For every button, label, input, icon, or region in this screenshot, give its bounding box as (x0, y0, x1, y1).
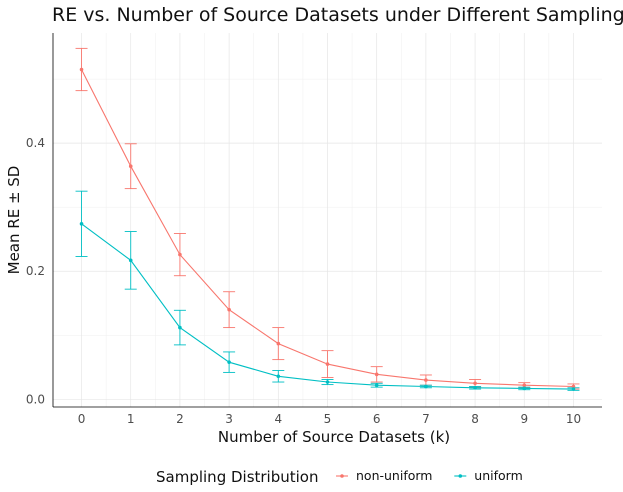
data-point-uniform (374, 383, 379, 388)
legend: Sampling Distribution non-uniform uniform (156, 468, 523, 486)
x-tick-label: 2 (176, 412, 184, 426)
axis-ticks: 0.0 0.2 0.4 0 1 2 3 4 5 6 7 8 9 10 (26, 136, 581, 426)
data-point-uniform (571, 387, 576, 391)
data-point-non-uniform (276, 341, 281, 346)
x-tick-label: 8 (471, 412, 479, 426)
x-axis-title: Number of Source Datasets (k) (218, 428, 450, 446)
data-point-non-uniform (128, 164, 133, 169)
data-point-uniform (227, 360, 231, 364)
legend-label-uniform: uniform (474, 468, 522, 483)
data-point-non-uniform (79, 67, 84, 72)
data-point-non-uniform (473, 381, 477, 386)
x-tick-label: 1 (127, 412, 135, 426)
y-axis-title: Mean RE ± SD (5, 166, 23, 275)
x-tick-label: 7 (422, 412, 430, 426)
y-tick-label: 0.4 (26, 136, 45, 150)
series-points (79, 67, 576, 391)
x-tick-label: 10 (566, 412, 581, 426)
legend-items: non-uniform uniform (336, 468, 523, 483)
data-point-uniform (79, 222, 84, 226)
legend-key-point-uniform (458, 474, 463, 478)
data-point-non-uniform (325, 362, 330, 366)
x-tick-label: 5 (324, 412, 332, 426)
x-tick-label: 0 (78, 412, 86, 426)
data-point-non-uniform (178, 252, 182, 257)
data-point-uniform (178, 325, 182, 330)
legend-key-point-non-uniform (340, 474, 344, 478)
y-tick-label: 0.2 (26, 264, 45, 278)
data-point-non-uniform (522, 383, 527, 388)
data-point-uniform (424, 384, 428, 389)
data-point-non-uniform (424, 378, 428, 382)
data-point-uniform (473, 385, 477, 390)
data-point-uniform (522, 386, 527, 391)
x-tick-label: 6 (373, 412, 381, 426)
chart-title: RE vs. Number of Source Datasets under D… (52, 4, 623, 26)
grid (53, 33, 602, 407)
data-point-uniform (276, 374, 281, 379)
data-point-uniform (325, 380, 330, 384)
x-tick-label: 9 (520, 412, 528, 426)
data-point-non-uniform (374, 372, 379, 377)
data-point-uniform (128, 258, 133, 263)
legend-title: Sampling Distribution (156, 468, 319, 486)
legend-label-non-uniform: non-uniform (356, 468, 432, 483)
x-tick-label: 3 (225, 412, 233, 426)
x-tick-label: 4 (274, 412, 282, 426)
y-tick-label: 0.0 (26, 392, 45, 406)
data-point-non-uniform (227, 307, 231, 312)
data-point-non-uniform (571, 384, 576, 389)
